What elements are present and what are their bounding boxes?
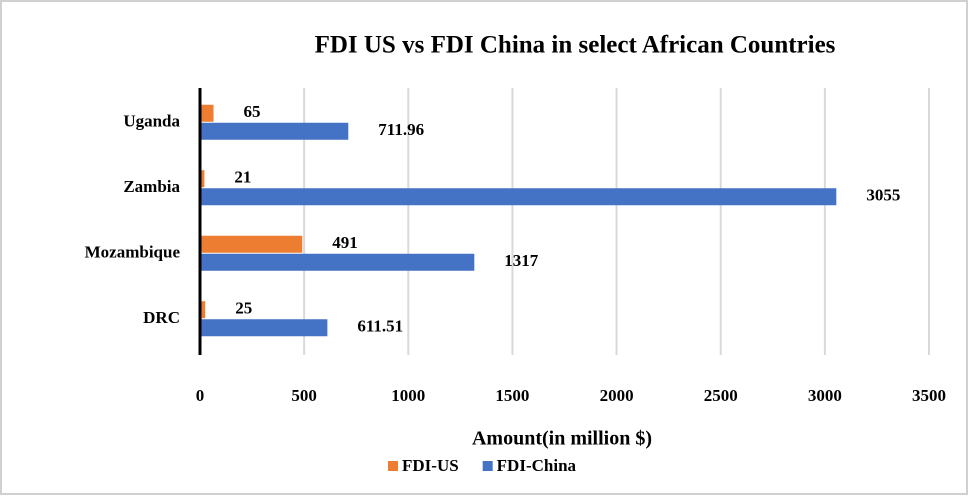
x-tick-label: 1500 (495, 386, 529, 405)
x-axis-label: Amount(in million $) (472, 428, 652, 450)
data-label: 21 (234, 168, 251, 187)
bar (200, 253, 475, 271)
data-label: 65 (244, 102, 261, 121)
y-tick-label: DRC (143, 308, 180, 327)
bar (200, 104, 214, 122)
x-tick-label: 2000 (600, 386, 634, 405)
y-tick-label: Zambia (123, 177, 180, 196)
data-label: 491 (332, 233, 358, 252)
data-label: 25 (235, 299, 252, 318)
x-tick-label: 3000 (808, 386, 842, 405)
bar (200, 188, 837, 206)
y-tick-label: Uganda (123, 112, 180, 131)
data-label: 3055 (866, 186, 900, 205)
legend-label: FDI-China (497, 456, 577, 475)
bar (200, 122, 349, 140)
x-tick-label: 500 (291, 386, 317, 405)
bar (200, 301, 206, 319)
legend-swatch (482, 461, 493, 471)
data-label: 1317 (504, 251, 538, 270)
y-tick-label: Mozambique (85, 243, 181, 262)
x-tick-label: 2500 (704, 386, 738, 405)
bar (200, 170, 205, 188)
data-label: 711.96 (378, 120, 424, 139)
legend-label: FDI-US (402, 456, 459, 475)
x-tick-label: 1000 (391, 386, 425, 405)
legend-swatch (388, 461, 398, 471)
data-label: 611.51 (357, 317, 403, 336)
bar (200, 235, 303, 253)
x-tick-label: 0 (196, 386, 205, 405)
chart-title: FDI US vs FDI China in select African Co… (315, 32, 836, 59)
x-tick-label: 3500 (912, 386, 946, 405)
bar (200, 319, 328, 337)
